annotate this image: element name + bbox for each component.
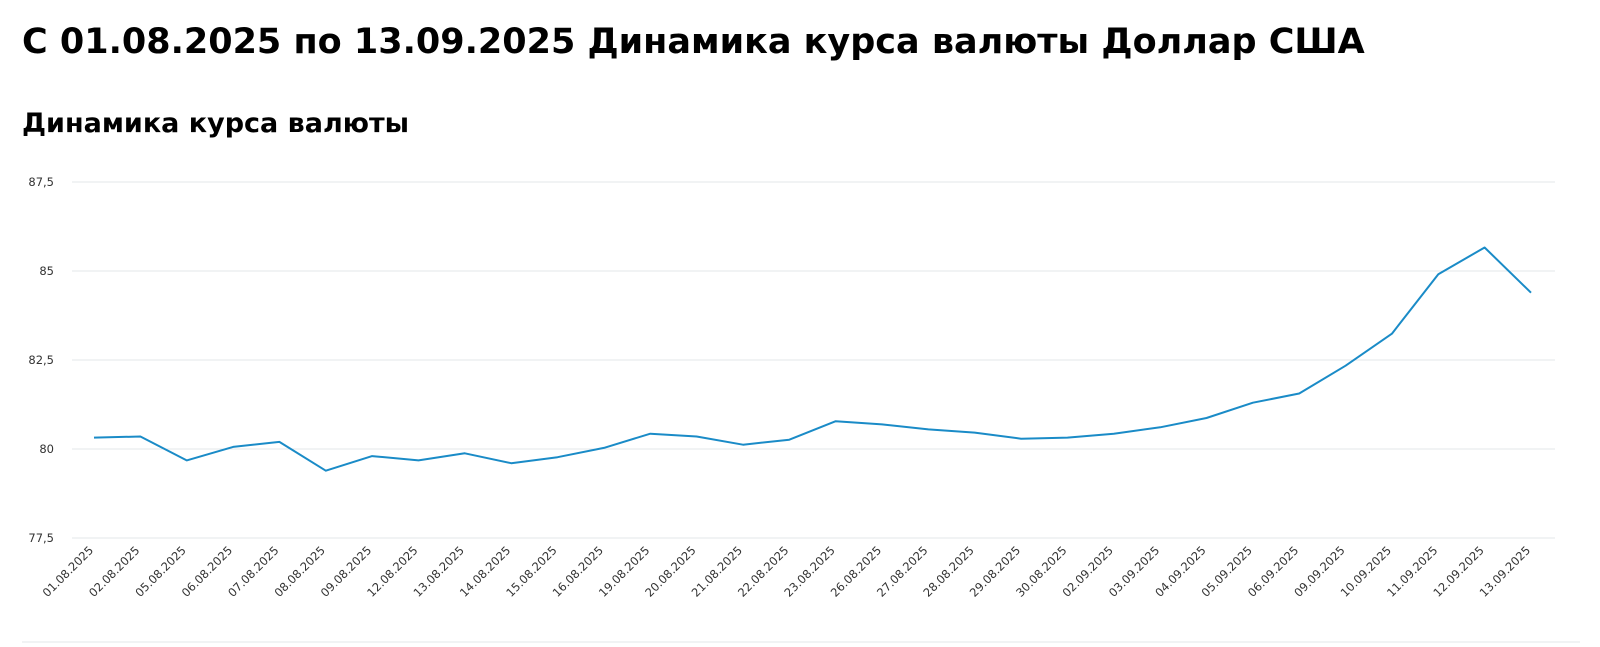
y-tick-label: 77,5	[28, 531, 54, 545]
y-tick-label: 82,5	[28, 353, 54, 367]
y-tick-label: 87,5	[28, 175, 54, 189]
y-tick-label: 80	[39, 442, 54, 456]
chart-title: Динамика курса валюты	[22, 108, 409, 139]
y-tick-label: 85	[39, 264, 54, 278]
page-title: С 01.08.2025 по 13.09.2025 Динамика курс…	[22, 22, 1365, 62]
line	[93, 246, 1532, 472]
